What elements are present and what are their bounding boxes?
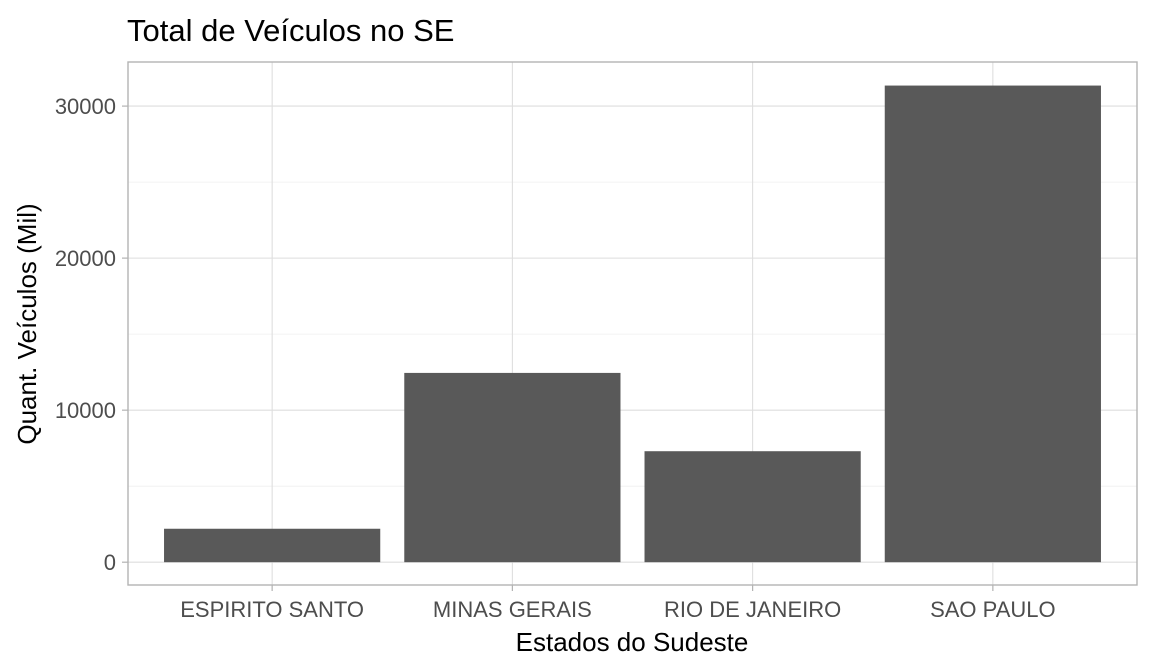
y-tick-label: 20000 xyxy=(55,246,116,271)
x-tick-label: SAO PAULO xyxy=(930,597,1056,622)
x-tick-label: ESPIRITO SANTO xyxy=(180,597,364,622)
bars xyxy=(164,85,1101,563)
bar-sao-paulo xyxy=(884,85,1101,563)
plot-panel-border xyxy=(127,61,1138,586)
y-tick-label: 30000 xyxy=(55,94,116,119)
bar-minas-gerais xyxy=(404,372,621,563)
bar-rio-de-janeiro xyxy=(644,451,861,563)
x-tick-label: MINAS GERAIS xyxy=(433,597,592,622)
bar-espirito-santo xyxy=(164,528,381,563)
chart-title: Total de Veículos no SE xyxy=(127,13,454,48)
y-tick-label: 10000 xyxy=(55,398,116,423)
x-axis-title: Estados do Sudeste xyxy=(516,627,749,657)
x-tick-label: RIO DE JANEIRO xyxy=(664,597,841,622)
y-tick-label: 0 xyxy=(104,550,116,575)
x-axis-ticks: ESPIRITO SANTO MINAS GERAIS RIO DE JANEIRO… xyxy=(180,585,1056,622)
y-axis-ticks: 0 10000 20000 30000 xyxy=(55,94,128,575)
y-axis-title: Quant. Veículos (Mil) xyxy=(12,203,42,444)
